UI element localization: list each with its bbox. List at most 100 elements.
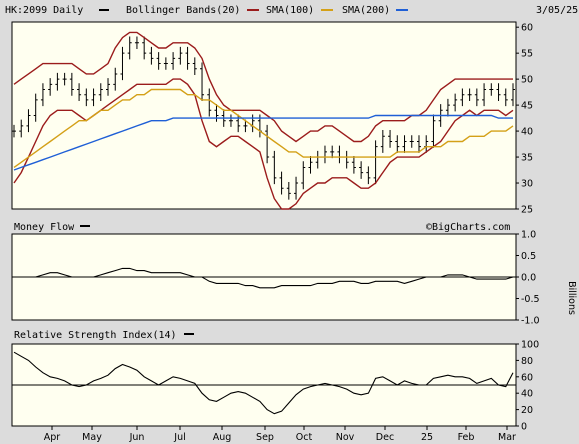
symbol-label: HK:2099 Daily <box>5 5 83 16</box>
series-line-money-flow <box>14 267 514 289</box>
price-bar <box>134 36 139 50</box>
price-bar <box>467 88 472 101</box>
y-tick-label-price-1: 30 <box>521 179 533 190</box>
price-bar <box>511 83 515 107</box>
legend-sma100-label: SMA(100) <box>266 5 314 16</box>
price-bar <box>402 135 407 153</box>
price-bar <box>12 124 16 138</box>
series-line-sma-100- <box>13 88 514 168</box>
price-bar <box>395 135 400 153</box>
price-bar <box>265 124 270 164</box>
price-bar <box>26 109 31 133</box>
price-bar <box>330 145 335 159</box>
price-bars <box>12 36 515 200</box>
price-bar <box>445 98 450 117</box>
y-tick-label-money-flow-0: 1.0 <box>521 230 536 241</box>
price-bar <box>120 46 125 81</box>
price-bar <box>19 119 24 138</box>
price-bar <box>207 88 212 117</box>
price-bar <box>474 88 479 107</box>
price-bar <box>127 36 132 60</box>
price-bar <box>185 46 190 70</box>
x-tick-label-oct: Oct <box>296 432 313 443</box>
x-tick-label-dec: Dec <box>376 432 394 443</box>
price-bar <box>482 83 487 107</box>
legend-sma200-label: SMA(200) <box>342 5 390 16</box>
series-line-bollinger-upper <box>13 31 513 143</box>
y-tick-label-money-flow-4: -1.0 <box>521 316 540 327</box>
price-bar <box>272 150 277 185</box>
price-bar <box>489 83 494 96</box>
y-tick-label-rsi-1: 80 <box>521 356 533 367</box>
price-bar <box>416 135 421 153</box>
price-bar <box>308 156 313 174</box>
legend-bollinger-label: Bollinger Bands(20) <box>126 5 240 16</box>
price-bar <box>106 78 111 96</box>
price-bar <box>163 57 168 70</box>
y-tick-label-price-6: 55 <box>521 49 533 60</box>
price-bar <box>55 72 60 91</box>
series-line-rsi <box>13 351 514 415</box>
x-tick-label-mar: Mar <box>498 432 516 443</box>
price-bar <box>496 83 501 101</box>
x-tick-label-jun: Jun <box>129 432 145 443</box>
price-bar <box>77 83 82 101</box>
price-bar <box>373 140 378 185</box>
money-flow-unit-label: Billions <box>566 281 577 315</box>
x-tick-label-may: May <box>82 432 102 443</box>
price-bar <box>84 88 89 107</box>
x-tick-label-aug: Aug <box>213 432 232 443</box>
price-bar <box>366 166 371 185</box>
price-bar <box>503 88 508 107</box>
y-tick-label-money-flow-2: 0.0 <box>521 273 536 284</box>
price-bar <box>48 78 53 96</box>
price-bar <box>243 119 248 133</box>
price-bar <box>228 114 233 127</box>
price-bar <box>279 171 284 195</box>
watermark: ©BigCharts.com <box>426 222 510 233</box>
price-bar <box>62 72 67 86</box>
y-tick-label-rsi-4: 20 <box>521 405 533 416</box>
price-bar <box>178 46 183 65</box>
y-tick-label-rsi-2: 60 <box>521 372 533 383</box>
y-tick-label-price-5: 50 <box>521 75 533 86</box>
x-tick-label-nov: Nov <box>336 432 355 443</box>
price-bar <box>286 181 291 200</box>
price-bar <box>351 156 356 174</box>
x-tick-label-feb: Feb <box>458 432 475 443</box>
y-tick-label-money-flow-3: -0.5 <box>521 294 540 305</box>
price-bar <box>453 93 458 112</box>
price-bar <box>40 83 45 107</box>
y-tick-label-rsi-3: 40 <box>521 389 533 400</box>
price-bar <box>200 62 205 101</box>
y-tick-label-price-4: 45 <box>521 101 533 112</box>
x-tick-label-25: 25 <box>421 432 433 443</box>
price-bar <box>33 93 38 122</box>
price-bar <box>301 161 306 190</box>
x-tick-label-sep: Sep <box>256 432 274 443</box>
y-tick-label-price-3: 40 <box>521 127 533 138</box>
price-bar <box>460 88 465 107</box>
y-tick-label-rsi-5: 0 <box>521 422 527 433</box>
date-label: 3/05/25 <box>536 5 578 16</box>
price-bar <box>431 114 436 148</box>
price-bar <box>380 130 385 153</box>
series-line-sma-200- <box>13 114 513 171</box>
y-tick-label-rsi-0: 100 <box>521 340 539 351</box>
price-bar <box>409 135 414 148</box>
x-tick-label-apr: Apr <box>44 432 61 443</box>
price-bar <box>156 52 161 70</box>
price-bar <box>192 57 197 75</box>
price-bar <box>171 52 176 70</box>
price-bar <box>142 36 147 60</box>
y-tick-label-price-2: 35 <box>521 153 533 164</box>
money-flow-title: Money Flow <box>14 222 75 233</box>
x-tick-label-jul: Jul <box>173 432 185 443</box>
price-bar <box>149 46 154 65</box>
price-bar <box>91 88 96 107</box>
price-bar <box>69 72 74 96</box>
y-tick-label-money-flow-1: 0.5 <box>521 251 536 262</box>
price-bar <box>294 176 299 200</box>
price-bar <box>359 161 364 179</box>
